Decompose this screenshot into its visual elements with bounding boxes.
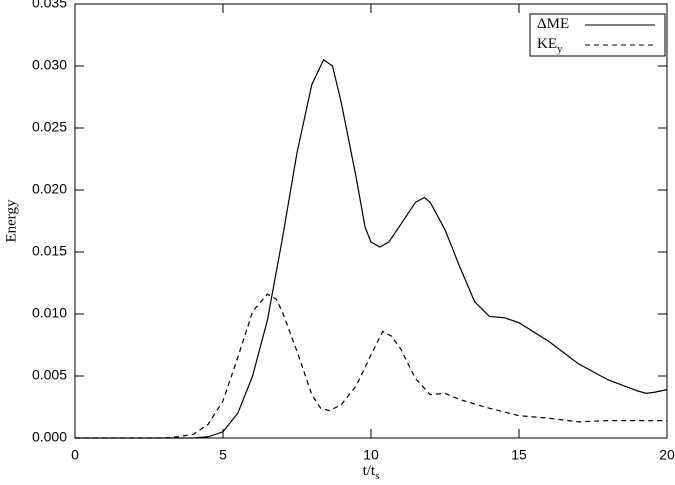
- x-tick-label: 20: [659, 447, 675, 463]
- series-line: [75, 293, 667, 439]
- legend-name: KE: [537, 36, 557, 52]
- series-line: [75, 58, 668, 439]
- x-tick-label: 15: [511, 447, 527, 463]
- plot-frame: [74, 3, 668, 439]
- legend-name: ΔME: [537, 16, 569, 32]
- x-tick-label: 0: [71, 447, 79, 463]
- y-tick-label: 0.020: [32, 181, 67, 197]
- legend-box: [529, 13, 666, 57]
- legend-label: ΔME: [537, 16, 569, 32]
- y-tick-label: 0.010: [32, 305, 67, 321]
- x-tick-label: 5: [219, 447, 227, 463]
- x-axis-label: t/ts: [363, 463, 380, 481]
- y-tick-label: 0.015: [32, 243, 67, 259]
- y-tick-label: 0.005: [32, 367, 67, 383]
- x-tick-label: 10: [363, 447, 379, 463]
- y-tick-label: 0.035: [32, 0, 67, 11]
- y-tick-label: 0.025: [32, 119, 67, 135]
- y-tick-label: 0.030: [32, 57, 67, 73]
- legend-name-sub: y: [557, 43, 563, 55]
- y-axis-label: Energy: [3, 199, 19, 243]
- y-tick-label: 0.000: [32, 429, 67, 445]
- legend-label: KEy: [537, 36, 563, 54]
